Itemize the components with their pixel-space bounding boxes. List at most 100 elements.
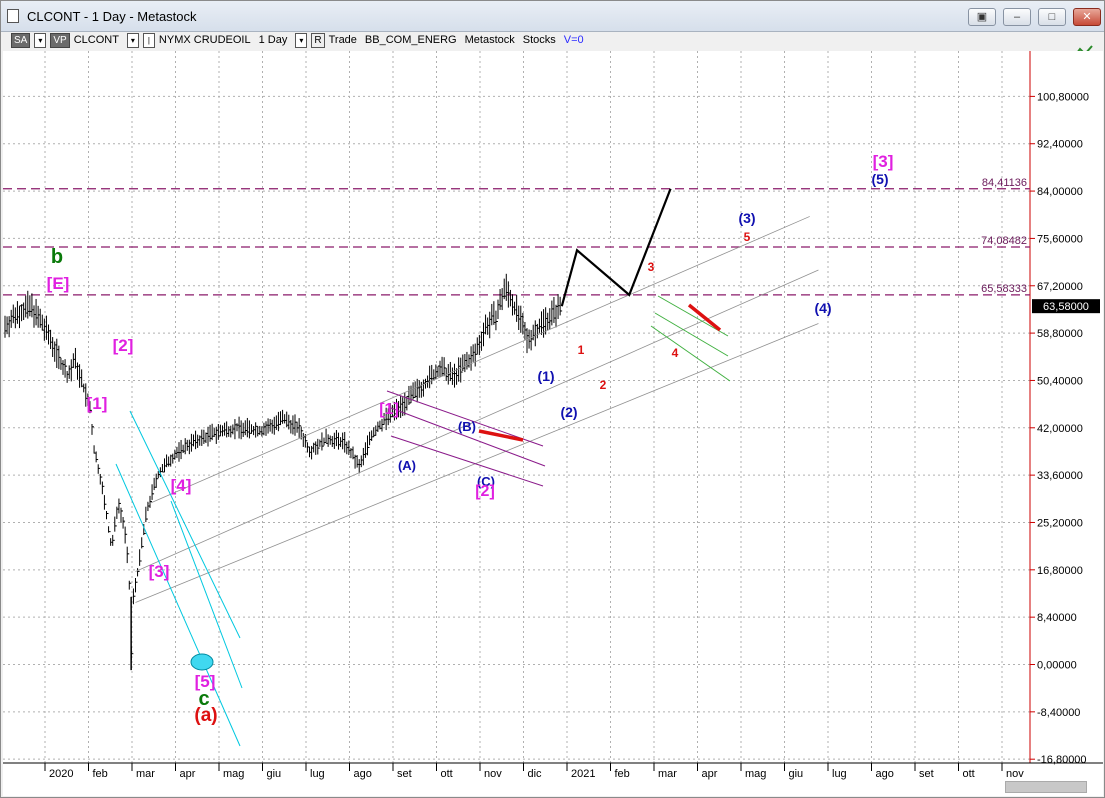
y-tick-label: 16,80000 <box>1037 565 1083 577</box>
wave-label: [2] <box>475 483 495 500</box>
title-bar[interactable]: CLCONT - 1 Day - Metastock ▣ – □ ✕ <box>1 1 1104 32</box>
close-button[interactable]: ✕ <box>1073 8 1101 26</box>
wave-label: (B) <box>458 419 476 434</box>
channel-upper <box>148 216 810 505</box>
wave-label: c <box>198 688 209 710</box>
horizontal-scrollbar[interactable] <box>1005 781 1087 793</box>
wave-label: [E] <box>47 274 70 293</box>
x-tick-label: mag <box>223 768 244 780</box>
level-label: 65,58333 <box>981 283 1027 295</box>
last-price-tag <box>1032 299 1100 314</box>
last-price-label: 63,58000 <box>1043 301 1089 313</box>
y-tick-label: 33,60000 <box>1037 470 1083 482</box>
period-dropdown-icon[interactable]: ▾ <box>295 32 308 48</box>
x-tick-label: set <box>397 768 412 780</box>
x-tick-label: mar <box>136 768 155 780</box>
wave-label: [4] <box>171 476 192 495</box>
x-tick-label: apr <box>702 768 718 780</box>
y-tick-label: 42,00000 <box>1037 423 1083 435</box>
wave-label: (C) <box>477 474 495 489</box>
green-channel <box>650 325 731 382</box>
y-tick-label: 8,40000 <box>1037 612 1077 624</box>
x-tick-label: 2020 <box>49 768 73 780</box>
symbol-label: CLCONT <box>73 34 119 46</box>
x-tick-label: dic <box>528 768 543 780</box>
low-marker <box>190 653 214 671</box>
wave-label: [3] <box>149 562 170 581</box>
y-tick-label: 58,80000 <box>1037 328 1083 340</box>
purple-channel <box>390 435 544 487</box>
chart-toolbar: SA ▾ VP CLCONT ▾ | NYMX CRUDEOIL 1 Day ▾… <box>11 32 592 48</box>
price-chart[interactable]: 100,80000 92,40000 84,00000 75,60000 67,2000… <box>3 51 1103 796</box>
sa-button[interactable]: SA <box>11 32 31 48</box>
y-tick-label: 25,20000 <box>1037 517 1083 529</box>
restore-button[interactable]: ▣ <box>968 8 996 26</box>
x-tick-label: mag <box>745 768 766 780</box>
y-tick-label: 92,40000 <box>1037 139 1083 151</box>
wave-label: [2] <box>113 336 134 355</box>
cyan-channel <box>170 500 243 689</box>
maximize-button[interactable]: □ <box>1038 8 1066 26</box>
x-tick-label: feb <box>93 768 108 780</box>
wave-label: (1) <box>537 368 554 384</box>
x-tick-label: mar <box>658 768 677 780</box>
app-label: Metastock <box>464 34 515 46</box>
volume-label: V=0 <box>563 34 584 46</box>
y-tick-label: 84,00000 <box>1037 186 1083 198</box>
x-tick-label: feb <box>615 768 630 780</box>
x-tick-label: nov <box>484 768 502 780</box>
wave-label: (A) <box>398 458 416 473</box>
plot-area <box>3 51 1030 763</box>
time-axis-area <box>3 763 1103 796</box>
y-tick-label: 0,00000 <box>1037 660 1077 672</box>
wave-label: (4) <box>814 300 831 316</box>
wave-label: 3 <box>648 260 655 274</box>
y-tick-label: -8,40000 <box>1037 707 1080 719</box>
trade-label: Trade <box>328 34 357 46</box>
document-icon <box>7 9 19 23</box>
x-tick-label: giu <box>267 768 282 780</box>
sa-dropdown-icon[interactable]: ▾ <box>34 32 47 48</box>
symbol-nav-icon[interactable]: | <box>142 32 155 48</box>
x-tick-label: ott <box>963 768 975 780</box>
exchange-label: NYMX CRUDEOIL <box>158 34 251 46</box>
green-channel <box>657 295 729 337</box>
cyan-channel <box>115 463 241 747</box>
x-tick-label: set <box>919 768 934 780</box>
period-label: 1 Day <box>258 34 288 46</box>
cyan-channel <box>129 410 241 639</box>
symbol-dropdown-icon[interactable]: ▾ <box>126 32 139 48</box>
wave-label: [1] <box>87 394 108 413</box>
x-tick-label: nov <box>1006 768 1024 780</box>
sector-label: BB_COM_ENERG <box>364 34 457 46</box>
x-tick-label: 2021 <box>571 768 595 780</box>
level-label: 74,08482 <box>981 235 1027 247</box>
y-tick-label: 50,40000 <box>1037 375 1083 387</box>
wave-label: (3) <box>738 210 755 226</box>
x-tick-label: apr <box>180 768 196 780</box>
purple-channel <box>386 390 544 447</box>
window-title: CLCONT - 1 Day - Metastock <box>27 9 197 24</box>
r-button[interactable]: R <box>311 32 325 48</box>
x-tick-label: lug <box>310 768 325 780</box>
wave-label: 2 <box>600 378 607 392</box>
vp-button[interactable]: VP <box>50 32 70 48</box>
wave-label: b <box>51 246 63 268</box>
red-trendline <box>478 429 524 442</box>
wave-label: [5] <box>195 672 216 691</box>
minimize-button[interactable]: – <box>1003 8 1031 26</box>
y-tick-label: 100,80000 <box>1037 91 1089 103</box>
x-tick-label: ago <box>354 768 372 780</box>
wave-label: (5) <box>871 171 888 187</box>
y-tick-label: 75,60000 <box>1037 233 1083 245</box>
green-channel <box>654 312 729 357</box>
wave-label: [3] <box>873 152 894 171</box>
wave-label: 4 <box>672 346 679 360</box>
y-tick-label: -16,80000 <box>1037 754 1087 766</box>
level-label: 84,41136 <box>982 177 1027 189</box>
red-trendline <box>687 303 722 332</box>
x-tick-label: ago <box>876 768 894 780</box>
wave-label: [1] <box>379 401 399 418</box>
y-tick-label: 67,20000 <box>1037 281 1083 293</box>
